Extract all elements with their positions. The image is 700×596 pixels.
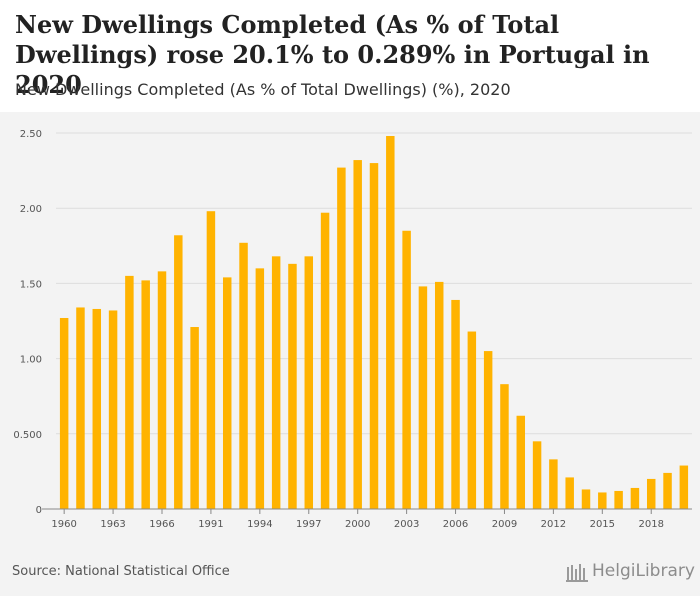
bar-2018 [646,478,656,509]
source-note: Source: National Statistical Office [12,564,230,579]
x-tick-label: 2009 [492,519,517,530]
x-tick-label: 1994 [247,519,272,530]
logo-text: HelgiLibrary [592,561,695,581]
bar-1998 [320,212,330,509]
bar-1964 [125,275,134,509]
x-tick-label: 2018 [639,519,664,530]
chart-panel: 0 0.500 1.00 1.50 2.00 2.50 1960 1963 1966 1991 19… [0,112,700,596]
bar-2006 [451,299,460,509]
bar-2004 [418,286,428,509]
chart-subtitle: New Dwellings Completed (As % of Total D… [15,80,511,99]
bar-2016 [614,490,623,509]
bar-1967 [174,235,183,509]
bar-2003 [402,230,411,509]
chart-title: New Dwellings Completed (As % of Total D… [15,10,650,99]
bar-1992 [222,277,232,509]
bar-2000 [353,160,362,509]
bar-1993 [239,242,248,510]
bar-2014 [581,489,591,509]
bar-2019 [663,472,672,509]
x-tick-label: 2006 [443,519,468,530]
bar-2017 [630,487,640,509]
bar-2005 [434,281,444,509]
bar-1999 [337,167,346,510]
bar-1994 [255,268,265,509]
bar-2020 [679,465,689,509]
y-tick-label: 2.00 [20,204,42,215]
x-tick-label: 2012 [541,519,566,530]
helgi-library-logo: HelgiLibrary [566,560,695,584]
bar-1961 [76,307,85,509]
bar-1960 [59,317,69,509]
y-tick-label: 0.500 [13,430,42,441]
bar-2015 [598,492,607,509]
bar-1996 [288,263,297,509]
y-tick-label: 0 [36,505,42,516]
bar-chart: 0 0.500 1.00 1.50 2.00 2.50 1960 1963 1966 1991 19… [13,129,692,530]
bar-1997 [304,256,314,509]
y-tick-label: 1.50 [20,279,42,290]
x-tick-label: 1960 [51,519,76,530]
bar-2013 [565,477,574,509]
bar-2001 [369,163,379,509]
x-tick-label: 1997 [296,519,321,530]
library-columns-icon [566,564,588,582]
x-tick-label: 2000 [345,519,370,530]
bar-1995 [271,256,281,509]
bar-2012 [549,459,558,509]
y-tick-label: 2.50 [20,129,42,140]
bar-1966 [157,271,167,509]
bar-1963 [108,310,118,509]
x-tick-label: 1966 [149,519,174,530]
x-tick-label: 1963 [100,519,125,530]
x-tick-label: 1991 [198,519,223,530]
bar-2002 [386,136,395,509]
x-tick-label: 2015 [590,519,615,530]
bar-2009 [500,384,509,509]
x-tick-label: 2003 [394,519,419,530]
bar-1965 [141,280,150,509]
bar-2011 [532,441,542,509]
bar-2008 [483,351,493,509]
chart-header: New Dwellings Completed (As % of Total D… [0,0,700,112]
bar-1991 [206,211,216,509]
bar-2010 [516,415,526,509]
bar-1968 [190,327,199,509]
bar-1962 [92,308,102,509]
bar-2007 [467,331,477,509]
y-tick-label: 1.00 [20,355,42,366]
